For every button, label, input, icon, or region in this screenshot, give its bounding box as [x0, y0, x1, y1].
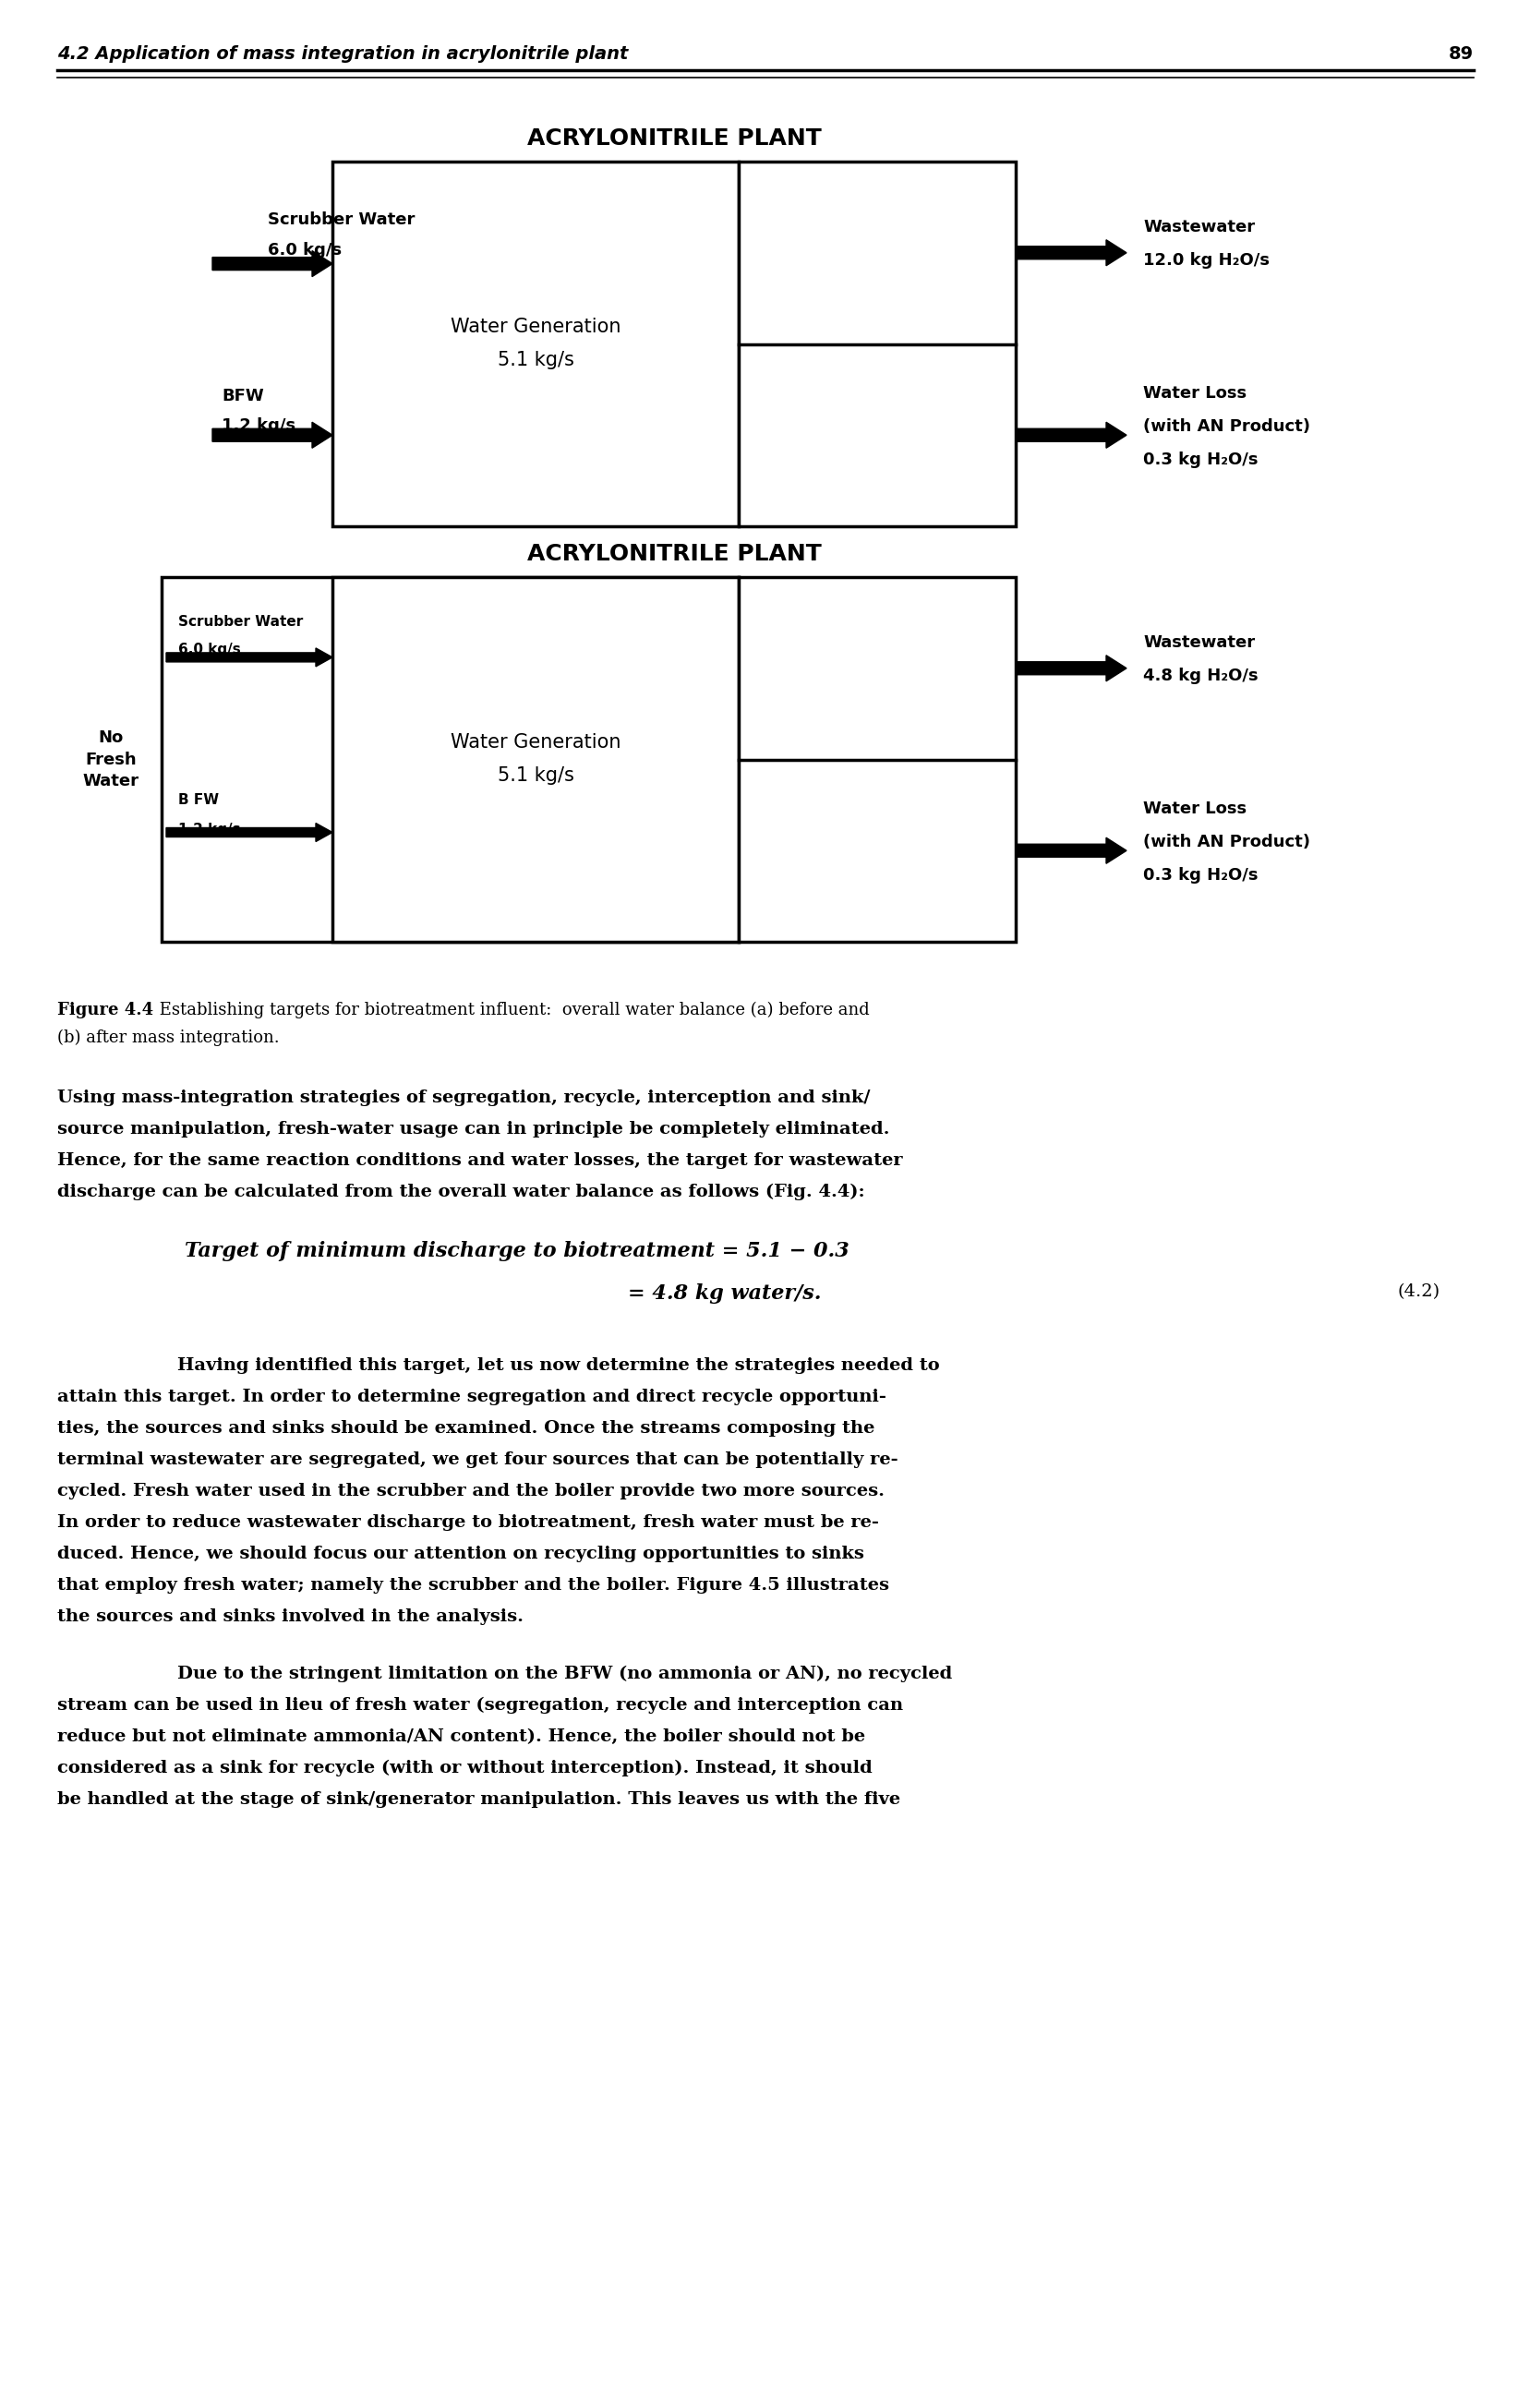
- Text: (4.2): (4.2): [1397, 1283, 1440, 1300]
- Text: attain this target. In order to determine segregation and direct recycle opportu: attain this target. In order to determin…: [57, 1389, 886, 1406]
- Text: considered as a sink for recycle (with or without interception). Instead, it sho: considered as a sink for recycle (with o…: [57, 1760, 872, 1777]
- FancyArrow shape: [1014, 655, 1126, 681]
- Text: Scrubber Water: Scrubber Water: [177, 616, 303, 628]
- Bar: [162, 578, 739, 942]
- Bar: [332, 161, 739, 527]
- Text: 12.0 kg H₂O/s: 12.0 kg H₂O/s: [1143, 253, 1268, 267]
- Text: BFW: BFW: [222, 388, 263, 405]
- FancyArrow shape: [167, 648, 332, 667]
- Text: Wastewater: Wastewater: [1143, 219, 1255, 236]
- Text: Water Generation: Water Generation: [450, 318, 620, 337]
- Text: No
Fresh
Water: No Fresh Water: [83, 730, 139, 790]
- Text: 5.1 kg/s: 5.1 kg/s: [497, 766, 574, 785]
- Text: 1.2 kg/s: 1.2 kg/s: [177, 824, 240, 836]
- Text: Using mass-integration strategies of segregation, recycle, interception and sink: Using mass-integration strategies of seg…: [57, 1088, 869, 1105]
- Text: 5.1 kg/s: 5.1 kg/s: [497, 352, 574, 371]
- Text: be handled at the stage of sink/generator manipulation. This leaves us with the : be handled at the stage of sink/generato…: [57, 1792, 900, 1808]
- Bar: [739, 578, 1014, 942]
- Text: 4.8 kg H₂O/s: 4.8 kg H₂O/s: [1143, 667, 1258, 684]
- Text: 89: 89: [1447, 46, 1473, 63]
- Text: Scrubber Water: Scrubber Water: [268, 212, 415, 229]
- Text: ACRYLONITRILE PLANT: ACRYLONITRILE PLANT: [526, 542, 820, 566]
- Bar: [332, 578, 739, 942]
- Text: that employ fresh water; namely the scrubber and the boiler. Figure 4.5 illustra: that employ fresh water; namely the scru…: [57, 1577, 889, 1594]
- Text: ties, the sources and sinks should be examined. Once the streams composing the: ties, the sources and sinks should be ex…: [57, 1421, 874, 1438]
- FancyArrow shape: [1014, 421, 1126, 448]
- Text: 1.2 kg/s: 1.2 kg/s: [222, 417, 295, 433]
- Text: Due to the stringent limitation on the BFW (no ammonia or AN), no recycled: Due to the stringent limitation on the B…: [177, 1666, 952, 1683]
- FancyArrow shape: [1014, 241, 1126, 265]
- Text: source manipulation, fresh-water usage can in principle be completely eliminated: source manipulation, fresh-water usage c…: [57, 1120, 889, 1137]
- Text: Water Generation: Water Generation: [450, 734, 620, 751]
- FancyArrow shape: [167, 824, 332, 843]
- Text: B FW: B FW: [177, 792, 219, 807]
- Text: 6.0 kg/s: 6.0 kg/s: [268, 241, 341, 258]
- Text: (with AN Product): (with AN Product): [1143, 419, 1310, 436]
- Text: (with AN Product): (with AN Product): [1143, 833, 1310, 850]
- Text: Having identified this target, let us now determine the strategies needed to: Having identified this target, let us no…: [177, 1358, 939, 1375]
- FancyArrow shape: [1014, 838, 1126, 864]
- Text: the sources and sinks involved in the analysis.: the sources and sinks involved in the an…: [57, 1609, 523, 1625]
- Text: Figure 4.4: Figure 4.4: [57, 1002, 153, 1019]
- Text: 0.3 kg H₂O/s: 0.3 kg H₂O/s: [1143, 867, 1258, 884]
- Text: stream can be used in lieu of fresh water (segregation, recycle and interception: stream can be used in lieu of fresh wate…: [57, 1698, 903, 1714]
- Text: (b) after mass integration.: (b) after mass integration.: [57, 1031, 280, 1047]
- Text: = 4.8 kg water/s.: = 4.8 kg water/s.: [627, 1283, 820, 1303]
- Text: duced. Hence, we should focus our attention on recycling opportunities to sinks: duced. Hence, we should focus our attent…: [57, 1546, 863, 1563]
- Text: reduce but not eliminate ammonia/AN content). Hence, the boiler should not be: reduce but not eliminate ammonia/AN cont…: [57, 1729, 864, 1746]
- Text: 4.2 Application of mass integration in acrylonitrile plant: 4.2 Application of mass integration in a…: [57, 46, 627, 63]
- Text: Target of minimum discharge to biotreatment = 5.1 − 0.3: Target of minimum discharge to biotreatm…: [185, 1240, 849, 1262]
- Text: cycled. Fresh water used in the scrubber and the boiler provide two more sources: cycled. Fresh water used in the scrubber…: [57, 1483, 884, 1500]
- Text: Water Loss: Water Loss: [1143, 385, 1245, 402]
- Text: 6.0 kg/s: 6.0 kg/s: [177, 643, 240, 657]
- Text: discharge can be calculated from the overall water balance as follows (Fig. 4.4): discharge can be calculated from the ove…: [57, 1185, 864, 1202]
- Text: Water Loss: Water Loss: [1143, 802, 1245, 816]
- FancyArrow shape: [213, 421, 332, 448]
- Text: 0.3 kg H₂O/s: 0.3 kg H₂O/s: [1143, 453, 1258, 467]
- Bar: [739, 161, 1014, 527]
- Text: Wastewater: Wastewater: [1143, 633, 1255, 650]
- Text: In order to reduce wastewater discharge to biotreatment, fresh water must be re-: In order to reduce wastewater discharge …: [57, 1515, 878, 1531]
- Text: Hence, for the same reaction conditions and water losses, the target for wastewa: Hence, for the same reaction conditions …: [57, 1153, 903, 1168]
- FancyArrow shape: [213, 250, 332, 277]
- Text: terminal wastewater are segregated, we get four sources that can be potentially : terminal wastewater are segregated, we g…: [57, 1452, 898, 1469]
- Text: ACRYLONITRILE PLANT: ACRYLONITRILE PLANT: [526, 128, 820, 149]
- Text: Establishing targets for biotreatment influent:  overall water balance (a) befor: Establishing targets for biotreatment in…: [155, 1002, 869, 1019]
